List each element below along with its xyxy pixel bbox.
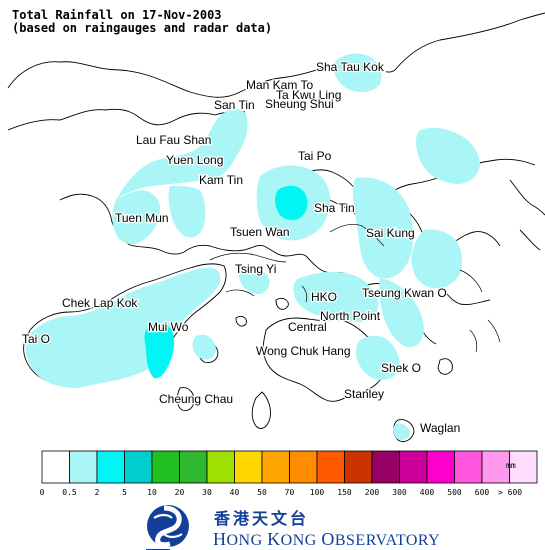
hko-emblem-icon	[147, 505, 189, 548]
legend-tick-label: 70	[285, 488, 295, 497]
legend-swatch	[371, 450, 400, 484]
place-label-hko: HKO	[311, 290, 337, 304]
legend-swatch	[316, 450, 345, 484]
legend-swatch	[69, 450, 98, 484]
legend-tick-label: > 600	[498, 488, 522, 497]
rainfall-medium	[144, 185, 308, 379]
place-label-wong-chuk-hang: Wong Chuk Hang	[256, 344, 351, 358]
place-label-tai-po: Tai Po	[298, 149, 332, 163]
legend-tick-label: 50	[257, 488, 267, 497]
rainfall-light	[25, 53, 480, 441]
place-label-stanley: Stanley	[344, 387, 384, 401]
new-territories-coast	[7, 108, 246, 131]
place-label-waglan: Waglan	[420, 421, 460, 435]
legend-swatch	[344, 450, 373, 484]
legend-tick-label: 5	[122, 488, 127, 497]
place-label-lau-fau-shan: Lau Fau Shan	[136, 133, 211, 147]
legend-tick-label: 500	[447, 488, 462, 497]
legend-tick-label: 10	[147, 488, 157, 497]
legend-swatch	[289, 450, 318, 484]
legend-swatch	[151, 450, 180, 484]
legend-tick-label: 100	[310, 488, 325, 497]
legend-swatch	[179, 450, 208, 484]
place-label-central: Central	[288, 320, 327, 334]
place-label-tai-o: Tai O	[22, 332, 50, 346]
coast-overlay	[209, 224, 501, 353]
place-label-north-point: North Point	[320, 309, 381, 323]
lantau-rain	[25, 267, 221, 388]
legend-tick-label: 0	[40, 488, 45, 497]
legend-swatch	[96, 450, 125, 484]
place-label-man-kam-to: Man Kam To	[246, 78, 313, 92]
place-label-sha-tau-kok: Sha Tau Kok	[316, 60, 385, 74]
legend-swatch	[124, 450, 153, 484]
legend-swatch	[399, 450, 428, 484]
legend-tick-label: 0.5	[62, 488, 77, 497]
place-label-sheung-shui: Sheung Shui	[265, 97, 334, 111]
map-title: Total Rainfall on 17-Nov-2003	[12, 8, 222, 22]
place-label-kam-tin: Kam Tin	[199, 173, 243, 187]
legend-swatch	[234, 450, 263, 484]
legend-tick-label: 2	[95, 488, 100, 497]
place-label-mui-wo: Mui Wo	[148, 320, 189, 334]
rainfall-legend: 0 0.5 2 5 10 20 30 40 50 70 100 150 200 300 400 500 600 >…	[40, 450, 538, 497]
place-label-shek-o: Shek O	[381, 361, 421, 375]
legend-swatch	[206, 450, 235, 484]
legend-tick-label: 40	[230, 488, 240, 497]
place-label-tsuen-wan: Tsuen Wan	[230, 225, 290, 239]
legend-tick-label: 20	[175, 488, 185, 497]
place-label-ta-kwu-ling: Ta Kwu Ling	[276, 88, 341, 102]
legend-unit: mm	[506, 461, 516, 470]
place-label-tuen-mun: Tuen Mun	[115, 211, 169, 225]
legend-tick-label: 600	[475, 488, 490, 497]
legend-swatch	[41, 450, 70, 484]
legend-swatch	[261, 450, 290, 484]
legend-tick-label: 30	[202, 488, 212, 497]
place-label-yuen-long: Yuen Long	[166, 153, 223, 167]
hko-chinese-name: 香港天文台	[214, 509, 310, 528]
place-label-tseung-kwan-o: Tseung Kwan O	[362, 286, 447, 300]
legend-tick-label: 300	[392, 488, 407, 497]
hk-island-coast	[262, 317, 383, 402]
place-label-tsing-yi: Tsing Yi	[235, 262, 276, 276]
place-label-sai-kung: Sai Kung	[366, 226, 415, 240]
map-subtitle: (based on raingauges and radar data)	[12, 21, 273, 35]
legend-tick-label: 150	[337, 488, 352, 497]
place-label-cheung-chau: Cheung Chau	[159, 392, 233, 406]
place-label-san-tin: San Tin	[214, 98, 255, 112]
hko-english-name: HONG KONG OBSERVATORY	[213, 529, 441, 549]
northern-coast	[7, 12, 545, 98]
place-label-chek-lap-kok: Chek Lap Kok	[62, 296, 138, 310]
legend-tick-label: 200	[365, 488, 380, 497]
place-label-sha-tin: Sha Tin	[314, 201, 355, 215]
legend-swatch	[426, 450, 455, 484]
legend-swatch	[454, 450, 483, 484]
legend-swatch	[509, 450, 538, 484]
legend-tick-label: 400	[420, 488, 435, 497]
